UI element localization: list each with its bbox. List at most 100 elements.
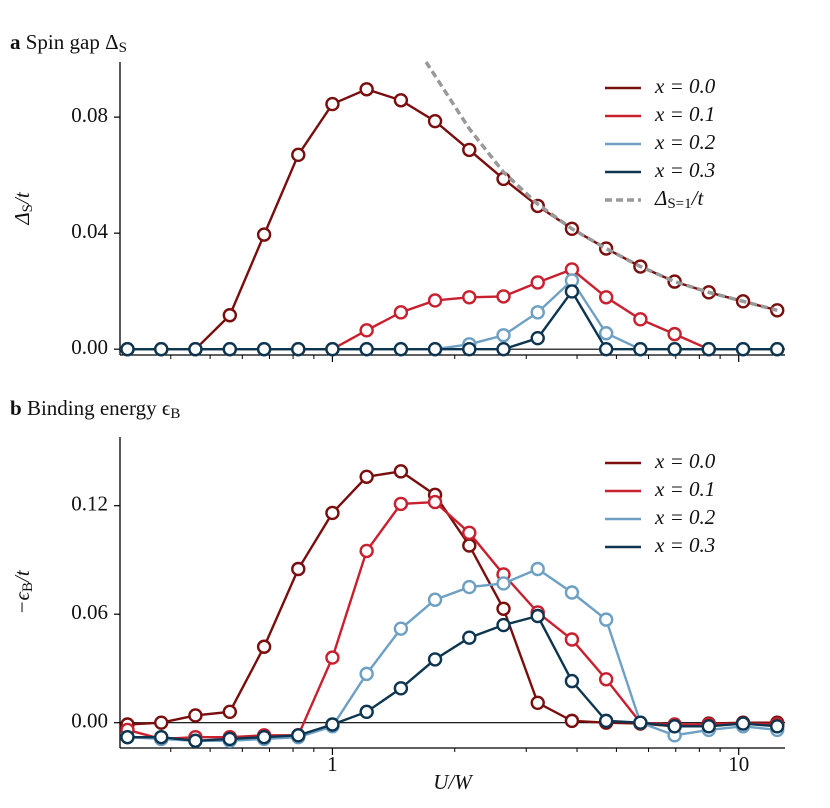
data-point — [496, 617, 511, 633]
data-point — [256, 341, 272, 357]
data-point — [222, 731, 238, 747]
data-point — [598, 672, 614, 687]
data-point — [359, 82, 374, 97]
data-point — [154, 715, 169, 730]
data-point — [496, 576, 511, 591]
data-point — [427, 293, 443, 308]
data-point — [633, 341, 648, 357]
y-tick-label: 0.00 — [71, 708, 108, 732]
data-point — [701, 719, 716, 734]
data-point — [291, 728, 306, 743]
data-point — [427, 652, 443, 667]
data-point — [462, 142, 477, 158]
data-point — [393, 341, 409, 357]
data-point — [325, 717, 340, 732]
data-point — [496, 341, 511, 357]
data-point — [359, 323, 374, 338]
data-point — [496, 328, 511, 343]
data-point — [120, 341, 135, 357]
data-point — [598, 612, 614, 627]
data-point — [154, 341, 169, 357]
data-point — [120, 729, 135, 745]
data-point — [462, 630, 477, 645]
data-point — [427, 592, 443, 607]
x-tick-label: 1 — [327, 752, 338, 776]
legend-label: ΔS=1​/t — [654, 186, 704, 213]
data-point — [291, 561, 306, 577]
x-axis-label: U/W — [433, 770, 474, 794]
panel-title: a Spin gap ΔS​ — [10, 30, 127, 57]
data-point — [256, 729, 272, 745]
y-axis-label: ΔS​/t — [10, 191, 37, 226]
series-line — [424, 61, 778, 313]
y-tick-label: 0.12 — [71, 492, 108, 516]
y-tick-label: 0.00 — [71, 335, 108, 359]
data-point — [359, 666, 374, 682]
data-point — [427, 494, 443, 510]
data-point — [496, 601, 511, 616]
data-point — [770, 341, 785, 357]
data-point — [359, 543, 374, 559]
data-point — [359, 704, 374, 720]
data-point — [564, 585, 580, 600]
data-point — [633, 312, 648, 327]
data-point — [598, 290, 614, 305]
plot-area — [120, 464, 785, 748]
y-tick-label: 0.08 — [71, 103, 108, 127]
data-point — [564, 673, 580, 689]
data-point — [393, 464, 409, 479]
data-point — [667, 719, 682, 734]
legend-label: x = 0.0 — [654, 74, 716, 98]
data-point — [427, 113, 443, 129]
y-tick-label: 0.04 — [71, 219, 108, 243]
data-point — [530, 275, 545, 290]
data-point — [530, 608, 545, 624]
data-point — [393, 496, 409, 512]
data-point — [667, 341, 682, 357]
data-point — [325, 650, 340, 665]
data-point — [462, 290, 477, 305]
data-point — [735, 716, 751, 731]
data-point — [530, 695, 545, 710]
data-point — [701, 341, 716, 357]
data-point — [598, 713, 614, 729]
data-point — [770, 719, 785, 734]
data-point — [530, 330, 545, 346]
data-point — [325, 96, 340, 112]
panel-title: b Binding energy ϵB​ — [10, 396, 180, 423]
data-point — [291, 341, 306, 357]
data-point — [393, 93, 409, 108]
data-point — [222, 308, 238, 323]
data-point — [427, 341, 443, 357]
data-point — [393, 621, 409, 636]
data-point — [530, 305, 545, 320]
data-point — [633, 715, 648, 730]
data-point — [496, 289, 511, 304]
data-point — [598, 341, 614, 357]
legend-label: x = 0.1 — [654, 102, 715, 126]
data-point — [462, 525, 477, 541]
data-point — [530, 561, 545, 577]
data-point — [359, 341, 374, 357]
data-point — [188, 708, 203, 723]
data-point — [564, 632, 580, 647]
data-point — [735, 341, 751, 357]
legend-label: x = 0.3 — [654, 533, 715, 557]
y-tick-label: 0.06 — [71, 600, 108, 624]
data-point — [598, 326, 614, 341]
x-tick-label: 10 — [728, 752, 749, 776]
legend-label: x = 0.3 — [654, 158, 715, 182]
data-point — [393, 681, 409, 696]
data-point — [325, 341, 340, 357]
legend-label: x = 0.0 — [654, 449, 716, 473]
data-point — [154, 729, 169, 745]
y-axis-label: −ϵB​/t — [10, 569, 37, 614]
legend-label: x = 0.2 — [654, 505, 716, 529]
data-point — [222, 341, 238, 357]
data-point — [462, 538, 477, 553]
data-point — [256, 227, 272, 242]
legend-label: x = 0.2 — [654, 130, 716, 154]
data-point — [393, 305, 409, 320]
data-point — [325, 505, 340, 521]
